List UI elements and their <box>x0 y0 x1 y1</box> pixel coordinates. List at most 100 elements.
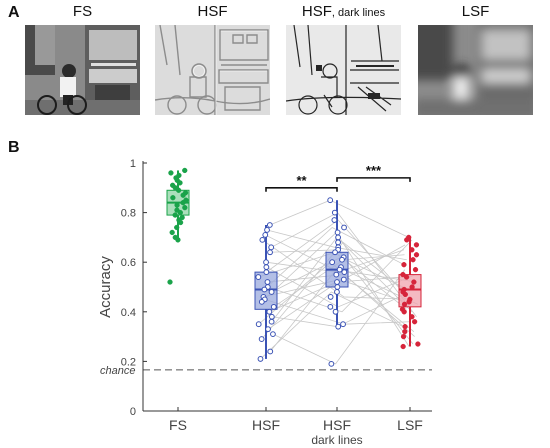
x-tick-sublabel: dark lines <box>311 433 362 447</box>
paired-line <box>267 274 415 332</box>
data-point <box>402 291 408 298</box>
data-point <box>401 301 408 308</box>
data-point <box>255 321 262 328</box>
data-point <box>180 200 186 206</box>
data-point <box>329 259 336 266</box>
panel-b-label: B <box>8 139 20 156</box>
y-tick-label: 0.6 <box>121 257 136 269</box>
data-point <box>270 331 276 338</box>
data-point <box>257 356 264 362</box>
panel-a-label: A <box>8 4 20 21</box>
data-point <box>407 296 413 303</box>
data-point <box>341 224 347 231</box>
data-point <box>401 262 407 268</box>
data-point <box>179 214 185 221</box>
data-point <box>182 190 189 196</box>
data-point <box>172 234 178 241</box>
data-point <box>334 229 341 236</box>
data-point <box>255 274 262 280</box>
chance-label: chance <box>100 365 135 377</box>
data-point <box>410 257 416 263</box>
hsf-photo <box>155 25 270 115</box>
data-point <box>340 254 347 261</box>
lsf-photo <box>418 25 533 115</box>
data-point <box>400 289 406 295</box>
paired-line <box>266 249 405 273</box>
paired-line <box>271 236 413 322</box>
data-point <box>174 207 180 213</box>
data-point <box>415 341 421 347</box>
data-point <box>268 313 275 320</box>
data-point <box>173 175 179 181</box>
y-tick-label: 0.2 <box>121 356 136 368</box>
data-point <box>340 321 346 328</box>
paired-line <box>258 251 407 310</box>
box <box>254 271 278 310</box>
hsf-dark-lines-photo <box>286 25 401 115</box>
x-tick-label: LSF <box>397 417 423 433</box>
data-point <box>336 266 343 273</box>
image-title-lsf: LSF <box>461 3 490 20</box>
box <box>398 274 422 308</box>
data-point <box>266 308 273 315</box>
data-point <box>180 192 186 198</box>
data-point <box>268 318 275 325</box>
fs-photo <box>25 25 140 115</box>
significance-bracket <box>265 187 338 192</box>
paired-line <box>266 266 416 308</box>
x-tick-label: HSF <box>252 417 280 433</box>
box-plots <box>166 170 422 359</box>
data-point <box>175 237 181 243</box>
paired-line <box>272 269 406 365</box>
data-point <box>403 274 410 280</box>
data-point <box>338 264 344 271</box>
image-title-fs: FS <box>72 3 93 20</box>
paired-line <box>264 226 405 290</box>
data-point <box>335 234 342 241</box>
data-point <box>265 326 271 333</box>
data-point <box>168 170 174 176</box>
data-point <box>258 336 265 342</box>
data-point <box>177 209 183 216</box>
data-point <box>409 284 415 290</box>
data-point <box>335 239 341 246</box>
significance-brackets: ***** <box>265 163 411 192</box>
paired-line <box>267 239 413 313</box>
y-tick-label: 0 <box>130 406 136 418</box>
data-point <box>334 289 340 295</box>
box <box>166 189 190 216</box>
data-point <box>400 333 407 340</box>
paired-line <box>264 299 410 325</box>
data-point <box>335 246 341 253</box>
y-tick-label: 0.8 <box>121 208 136 220</box>
data-point <box>261 296 268 303</box>
significance-label: ** <box>296 173 307 188</box>
data-point <box>327 197 334 204</box>
data-point <box>264 279 271 285</box>
data-point <box>402 324 408 330</box>
data-point <box>409 314 415 320</box>
data-point <box>169 229 175 236</box>
data-point <box>339 256 345 263</box>
paired-line <box>266 229 407 261</box>
paired-line <box>270 212 417 318</box>
data-point <box>264 284 271 290</box>
paired-line <box>271 256 404 293</box>
data-point <box>174 224 180 231</box>
x-tick-label: FS <box>169 417 187 433</box>
data-point <box>177 219 184 226</box>
data-point <box>263 259 269 266</box>
data-point <box>413 252 420 258</box>
data-point <box>334 279 340 285</box>
y-axis-label: Accuracy <box>97 256 114 318</box>
data-point <box>262 232 269 238</box>
paired-line <box>273 254 405 308</box>
data-point <box>170 195 176 201</box>
data-point <box>333 271 340 278</box>
box <box>325 251 349 288</box>
paired-line <box>265 234 417 283</box>
data-point <box>400 343 406 350</box>
paired-line <box>260 291 404 360</box>
data-point <box>335 244 342 251</box>
paired-line <box>267 244 406 330</box>
